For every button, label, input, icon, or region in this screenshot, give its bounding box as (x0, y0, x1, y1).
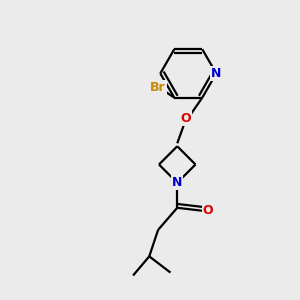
Text: Br: Br (150, 81, 166, 94)
Text: N: N (211, 67, 221, 80)
Text: N: N (172, 176, 182, 189)
Text: O: O (203, 204, 214, 217)
Text: O: O (181, 112, 191, 125)
